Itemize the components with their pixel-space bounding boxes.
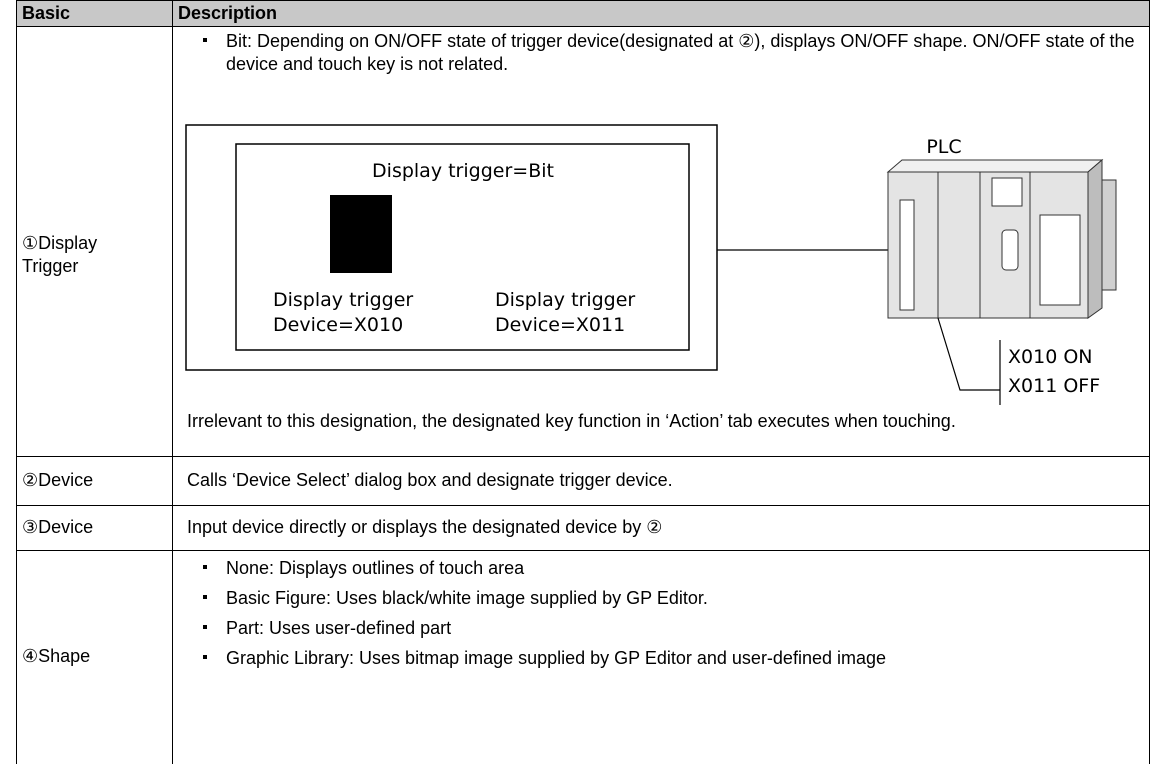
- state-line: [937, 317, 1000, 391]
- row-label: ③Device: [22, 517, 94, 537]
- col-border: [172, 0, 173, 764]
- plc-label: PLC: [926, 136, 961, 158]
- figure-label: Display trigger: [273, 289, 413, 311]
- bullet-text: Bit: Depending on ON/OFF state of trigge…: [188, 30, 1138, 76]
- figure-label: Device=X011: [495, 314, 625, 336]
- figure-label: Display trigger: [495, 289, 635, 311]
- header-cell: Description: [172, 0, 1150, 26]
- row-border: [16, 456, 1150, 457]
- row-label: ②Device: [22, 470, 94, 490]
- bullet-text: Basic Figure: Uses black/white image sup…: [188, 587, 1138, 610]
- bullet-text: Part: Uses user-defined part: [188, 617, 1138, 640]
- row-label: ①Display Trigger: [22, 233, 98, 276]
- plc-icon: [886, 158, 1117, 319]
- row-border: [16, 26, 1150, 27]
- figure: Display trigger=Bit Display trigger Devi…: [185, 124, 1117, 405]
- header-cell: Basic: [16, 0, 172, 26]
- figure-label: Device=X010: [273, 314, 403, 336]
- row-border: [16, 505, 1150, 506]
- screen-inner: [235, 143, 690, 351]
- note-text: Irrelevant to this designation, the desi…: [187, 411, 956, 431]
- screen-outer: [185, 124, 718, 371]
- state-label: X010 ON: [1008, 346, 1093, 368]
- figure-title: Display trigger=Bit: [372, 160, 554, 182]
- row-text: Input device directly or displays the de…: [187, 517, 663, 537]
- row-text: Calls ‘Device Select’ dialog box and des…: [187, 470, 673, 490]
- bullet-text: Graphic Library: Uses bitmap image suppl…: [188, 647, 1068, 670]
- row-label: ④Shape: [22, 646, 91, 666]
- state-label: X011 OFF: [1008, 375, 1100, 397]
- col-border: [16, 0, 17, 764]
- col-border: [1149, 0, 1150, 764]
- bullet-text: None: Displays outlines of touch area: [188, 557, 1138, 580]
- row-border: [16, 0, 1150, 1]
- on-shape: [330, 195, 392, 273]
- row-border: [16, 550, 1150, 551]
